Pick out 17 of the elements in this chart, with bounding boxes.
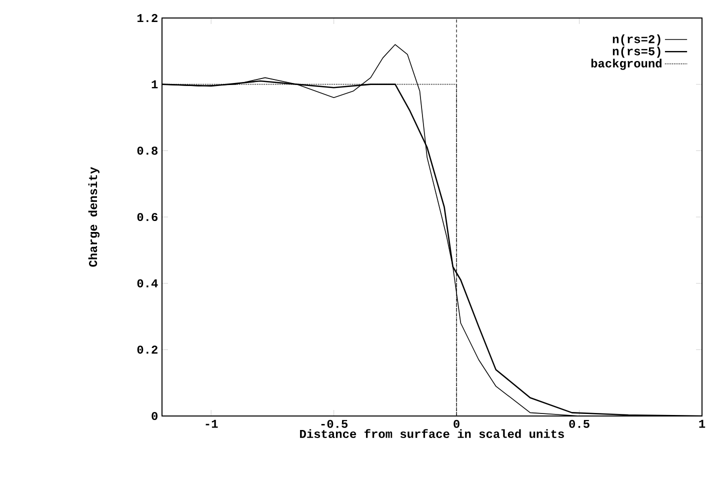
- x-tick-label: 0: [454, 420, 460, 428]
- y-tick-label: 0.8: [137, 146, 158, 155]
- y-tick-label: 0.6: [137, 212, 158, 222]
- x-tick-label: 0.5: [569, 420, 590, 428]
- y-tick-label: 1: [152, 80, 158, 88]
- y-tick-label: 0: [152, 412, 158, 420]
- x-tick-label: 1: [699, 420, 706, 428]
- y-axis-title: Charge density: [88, 167, 100, 267]
- legend-label: background: [591, 58, 662, 70]
- x-tick-label: -1: [206, 420, 218, 428]
- y-tick-label: 0.4: [137, 279, 158, 288]
- y-tick-label: 1.2: [137, 14, 158, 22]
- y-tick-label: 0.2: [137, 346, 158, 354]
- legend-label: n(rs=5): [612, 46, 660, 58]
- legend-label: n(rs=2): [612, 34, 660, 46]
- x-tick-label: -0.5: [321, 420, 348, 428]
- x-axis-title: Distance from surface in scaled units: [300, 429, 564, 438]
